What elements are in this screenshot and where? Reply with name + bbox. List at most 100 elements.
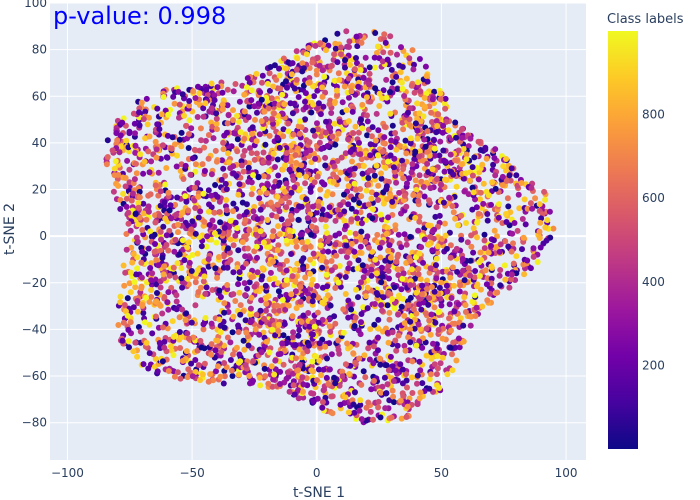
- scatter-point: [289, 110, 296, 117]
- scatter-point: [236, 289, 243, 296]
- scatter-point: [242, 292, 249, 299]
- scatter-point: [348, 240, 355, 247]
- scatter-point: [130, 250, 137, 257]
- scatter-point: [358, 319, 364, 326]
- scatter-point: [357, 243, 364, 250]
- scatter-point: [306, 139, 313, 146]
- scatter-point: [442, 158, 449, 165]
- scatter-point: [425, 222, 432, 229]
- scatter-point: [322, 162, 329, 169]
- scatter-point: [165, 368, 172, 374]
- scatter-point: [148, 277, 155, 284]
- scatter-point: [332, 40, 339, 47]
- scatter-point: [192, 95, 199, 101]
- scatter-point: [403, 150, 410, 157]
- y-axis-title: t-SNE 2: [2, 203, 18, 255]
- scatter-point: [205, 378, 212, 385]
- scatter-point: [214, 337, 221, 344]
- scatter-point: [338, 51, 344, 58]
- x-tick-label: −50: [179, 466, 204, 480]
- scatter-point: [452, 157, 459, 164]
- scatter-point: [293, 159, 300, 166]
- scatter-point: [265, 182, 271, 189]
- scatter-point: [223, 207, 230, 214]
- scatter-point: [421, 193, 428, 200]
- scatter-point: [257, 228, 264, 235]
- scatter-point: [134, 298, 141, 304]
- scatter-point: [311, 216, 318, 223]
- scatter-point: [155, 262, 162, 269]
- scatter-point: [460, 338, 467, 345]
- scatter-point: [285, 128, 292, 135]
- scatter-point: [267, 64, 274, 70]
- scatter-point: [372, 137, 379, 144]
- scatter-point: [426, 385, 433, 392]
- scatter-point: [152, 241, 158, 247]
- scatter-point: [103, 161, 110, 168]
- scatter-point: [400, 126, 407, 133]
- scatter-point: [463, 151, 470, 158]
- scatter-point: [295, 367, 302, 374]
- scatter-point: [373, 110, 380, 117]
- scatter-point: [405, 302, 412, 309]
- scatter-point: [416, 192, 422, 199]
- scatter-point: [236, 98, 243, 105]
- scatter-point: [330, 178, 337, 185]
- scatter-point: [338, 154, 345, 161]
- scatter-point: [520, 234, 527, 241]
- scatter-point: [174, 369, 181, 376]
- scatter-point: [527, 200, 534, 207]
- scatter-point: [331, 77, 338, 84]
- scatter-point: [307, 185, 314, 192]
- scatter-point: [270, 150, 277, 157]
- scatter-point: [212, 347, 219, 354]
- scatter-point: [358, 220, 365, 227]
- scatter-point: [260, 173, 267, 180]
- scatter-point: [258, 118, 265, 125]
- scatter-point: [386, 242, 393, 249]
- scatter-point: [391, 284, 398, 291]
- scatter-point: [449, 203, 456, 210]
- scatter-point: [379, 383, 386, 390]
- scatter-point: [317, 186, 324, 193]
- scatter-point: [326, 340, 333, 347]
- scatter-point: [338, 248, 345, 255]
- scatter-point: [288, 291, 295, 298]
- scatter-point: [205, 132, 212, 138]
- scatter-point: [153, 281, 160, 288]
- scatter-point: [270, 376, 277, 383]
- scatter-point: [230, 88, 237, 95]
- scatter-point: [134, 308, 141, 315]
- scatter-point: [173, 298, 180, 305]
- scatter-point: [375, 334, 381, 341]
- scatter-point: [459, 256, 466, 262]
- scatter-point: [241, 346, 248, 353]
- scatter-point: [443, 282, 450, 289]
- scatter-point: [124, 312, 131, 319]
- scatter-point: [414, 372, 421, 379]
- scatter-point: [325, 248, 332, 255]
- scatter-point: [153, 154, 160, 161]
- scatter-point: [220, 146, 227, 153]
- scatter-point: [168, 215, 175, 222]
- scatter-point: [387, 254, 394, 261]
- scatter-point: [245, 114, 252, 121]
- scatter-point: [453, 245, 460, 252]
- scatter-point: [408, 169, 415, 176]
- scatter-point: [358, 381, 365, 388]
- scatter-point: [442, 176, 448, 183]
- scatter-point: [433, 118, 440, 124]
- scatter-point: [109, 147, 116, 154]
- scatter-point: [345, 183, 352, 189]
- scatter-point: [286, 227, 293, 234]
- scatter-point: [252, 116, 258, 123]
- scatter-point: [178, 143, 185, 150]
- scatter-point: [246, 103, 253, 110]
- scatter-point: [350, 401, 357, 408]
- scatter-point: [148, 233, 155, 240]
- scatter-point: [332, 232, 339, 239]
- scatter-point: [434, 365, 441, 372]
- scatter-point: [243, 84, 250, 91]
- scatter-point: [441, 168, 448, 175]
- scatter-point: [304, 215, 311, 222]
